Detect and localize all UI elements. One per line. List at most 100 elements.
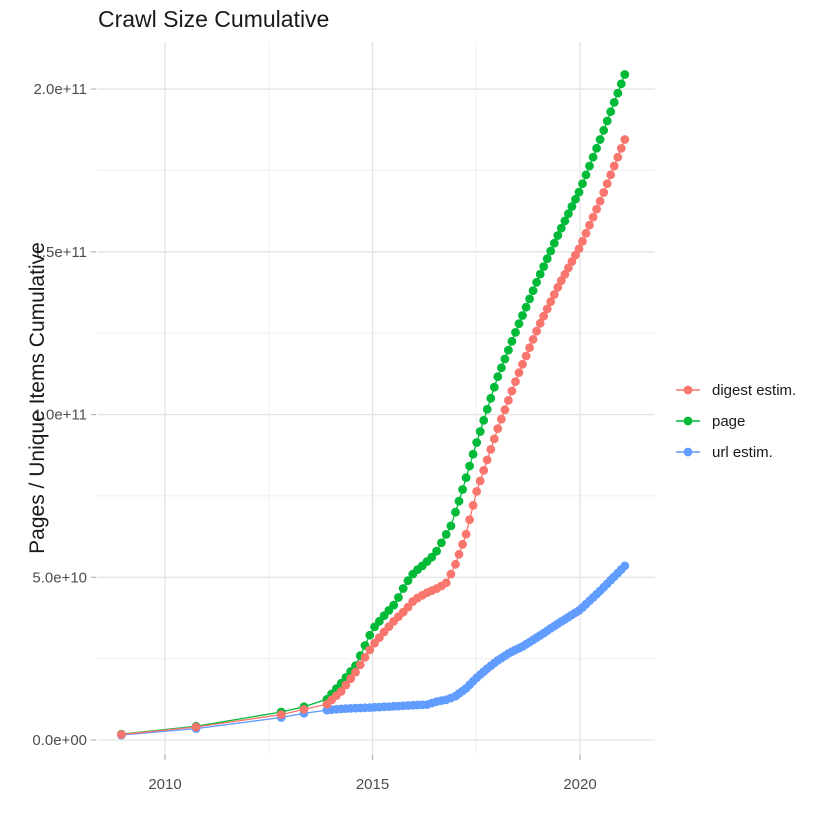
data-point bbox=[486, 445, 496, 454]
data-point bbox=[542, 304, 552, 314]
data-point bbox=[574, 244, 584, 254]
data-point bbox=[602, 179, 612, 189]
data-point bbox=[532, 277, 541, 287]
data-point bbox=[493, 424, 503, 433]
data-point bbox=[497, 414, 506, 424]
legend-key-digest-estim-icon bbox=[676, 385, 700, 395]
legend-item-page: page bbox=[674, 410, 796, 432]
legend-key-dot bbox=[683, 416, 693, 426]
legend-label: digest estim. bbox=[712, 381, 797, 399]
data-point bbox=[441, 578, 451, 588]
data-point bbox=[549, 290, 559, 299]
data-point bbox=[535, 318, 545, 328]
data-point bbox=[472, 438, 482, 447]
data-point bbox=[567, 202, 577, 211]
data-point bbox=[606, 107, 616, 117]
data-point bbox=[403, 576, 413, 586]
x-tick-label: 2020 bbox=[563, 776, 596, 793]
legend-key-url-estim-icon bbox=[676, 447, 700, 457]
data-point bbox=[585, 161, 594, 171]
data-point bbox=[468, 501, 478, 510]
data-point bbox=[564, 209, 573, 219]
data-point bbox=[497, 363, 506, 373]
data-point bbox=[446, 521, 456, 531]
data-point bbox=[578, 179, 587, 189]
data-point bbox=[398, 584, 408, 593]
data-point bbox=[620, 561, 630, 571]
data-point bbox=[521, 302, 531, 312]
y-axis-title: Pages / Unique Items Cumulative bbox=[26, 242, 49, 554]
legend-key-dot bbox=[683, 447, 693, 457]
data-point bbox=[479, 416, 489, 425]
data-point bbox=[620, 70, 630, 79]
data-point bbox=[511, 377, 520, 386]
data-point bbox=[504, 345, 513, 355]
data-point bbox=[581, 228, 591, 238]
data-point bbox=[299, 705, 309, 714]
data-point bbox=[441, 530, 451, 539]
data-point bbox=[336, 687, 346, 696]
legend-item-digest-estim: digest estim. bbox=[674, 379, 796, 401]
data-point bbox=[518, 311, 527, 320]
data-point bbox=[521, 351, 531, 361]
data-point bbox=[528, 286, 538, 295]
y-tick-label: 2.0e+11 bbox=[33, 81, 87, 98]
data-point bbox=[539, 262, 549, 271]
data-point bbox=[585, 220, 594, 230]
data-point bbox=[507, 386, 517, 396]
data-point bbox=[394, 593, 403, 602]
data-point bbox=[489, 434, 499, 444]
x-tick-label: 2010 bbox=[148, 776, 181, 793]
data-point bbox=[341, 680, 351, 690]
data-point bbox=[117, 730, 126, 739]
data-point bbox=[616, 144, 626, 153]
data-point bbox=[493, 372, 503, 382]
series-points-page bbox=[117, 70, 630, 739]
data-point bbox=[553, 282, 563, 292]
data-point bbox=[451, 559, 460, 569]
data-point bbox=[613, 152, 623, 162]
y-tick-label: 1.0e+11 bbox=[33, 407, 87, 424]
data-point bbox=[592, 204, 601, 214]
data-point bbox=[191, 722, 201, 732]
data-point bbox=[500, 405, 510, 415]
data-point bbox=[454, 549, 464, 559]
data-point bbox=[599, 188, 609, 197]
x-tick-label: 2015 bbox=[356, 776, 389, 793]
data-point bbox=[389, 600, 399, 610]
data-point bbox=[616, 79, 626, 89]
data-point bbox=[518, 359, 527, 369]
legend-key-page-icon bbox=[676, 416, 700, 426]
gridlines-major bbox=[97, 42, 655, 753]
data-point bbox=[365, 645, 375, 655]
data-point bbox=[461, 529, 471, 539]
legend-label: page bbox=[712, 412, 746, 430]
data-point bbox=[535, 269, 545, 279]
data-point bbox=[595, 135, 605, 144]
data-point bbox=[458, 539, 467, 549]
data-point bbox=[346, 674, 356, 683]
data-point bbox=[472, 487, 482, 496]
data-point bbox=[595, 196, 605, 206]
legend-key-dot bbox=[683, 385, 693, 395]
data-point bbox=[525, 294, 534, 304]
data-point bbox=[468, 449, 478, 459]
data-point bbox=[620, 135, 630, 144]
data-point bbox=[432, 546, 441, 556]
data-point bbox=[360, 652, 370, 662]
data-point bbox=[528, 335, 538, 344]
data-point bbox=[427, 552, 437, 562]
data-point bbox=[546, 246, 556, 256]
series-points-digest-estim- bbox=[117, 135, 630, 739]
data-point bbox=[514, 319, 524, 329]
y-tick-label: 0.0e+00 bbox=[32, 732, 87, 749]
data-point bbox=[514, 368, 524, 377]
data-point bbox=[454, 496, 464, 506]
data-point bbox=[542, 254, 552, 264]
data-point bbox=[571, 250, 580, 260]
data-point bbox=[355, 660, 365, 670]
data-point bbox=[465, 515, 474, 525]
data-point bbox=[351, 667, 360, 677]
